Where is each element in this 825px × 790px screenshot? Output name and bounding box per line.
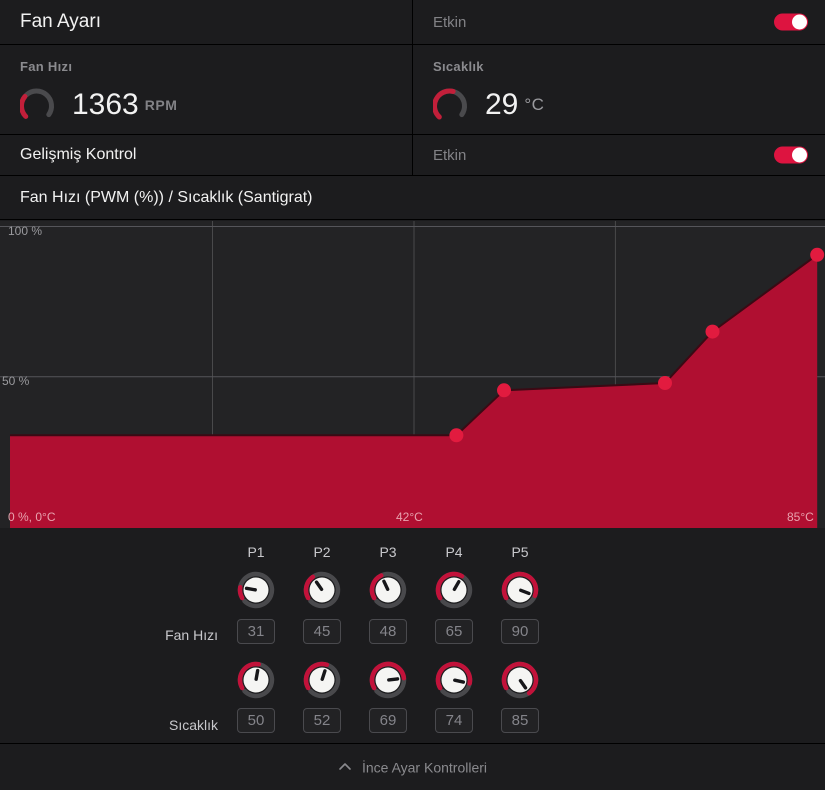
svg-text:50 %: 50 % — [2, 374, 30, 388]
svg-text:0 %, 0°C: 0 %, 0°C — [8, 510, 56, 524]
svg-text:85°C: 85°C — [787, 510, 814, 524]
svg-text:42°C: 42°C — [396, 510, 423, 524]
svg-text:100 %: 100 % — [8, 224, 42, 238]
